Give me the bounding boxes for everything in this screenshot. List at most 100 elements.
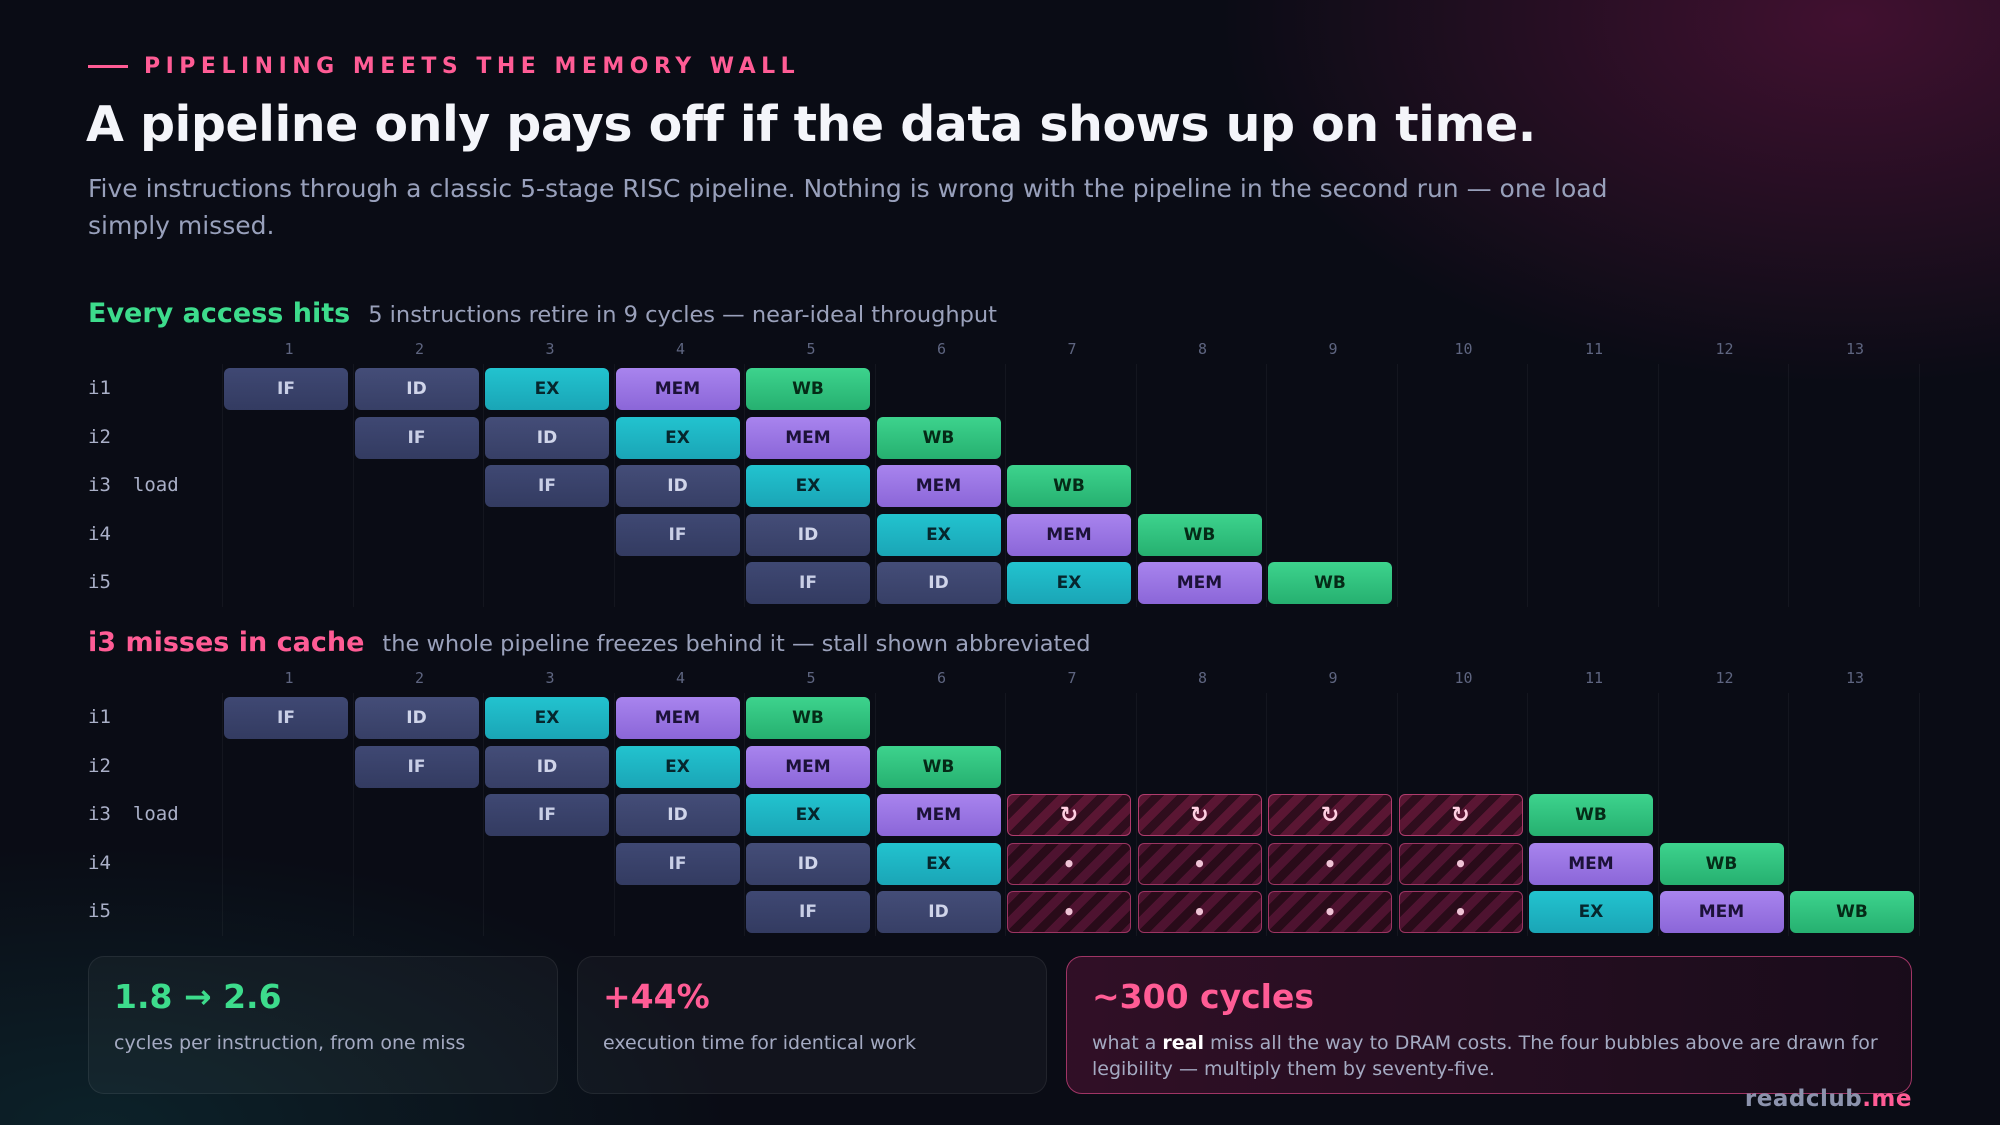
stage-id: ID: [876, 891, 1001, 933]
grid-line: [1135, 693, 1137, 936]
bubble-cell: •: [1398, 891, 1523, 933]
instruction-label: i4: [88, 523, 111, 545]
grid-line: [1396, 693, 1398, 936]
stage-wb: WB: [876, 745, 1001, 788]
grid-line: [1918, 693, 1920, 936]
stage-mem: MEM: [1529, 842, 1653, 885]
grid-line: [1527, 364, 1528, 607]
bubble-cell: •: [1007, 842, 1131, 885]
stage-wb: WB: [1790, 891, 1914, 933]
stage-if: IF: [485, 465, 609, 507]
instruction-id: i4: [88, 522, 111, 545]
cycle-number: 11: [1584, 340, 1604, 358]
instruction-id: i2: [88, 754, 111, 777]
instruction-id: i2: [88, 425, 111, 448]
cycle-number: 2: [414, 340, 425, 358]
grid-line: [1396, 364, 1398, 607]
stage-mem: MEM: [1137, 562, 1262, 604]
cycle-number: 10: [1454, 669, 1473, 687]
stage-ex: EX: [615, 416, 740, 459]
stage-mem: MEM: [1659, 891, 1784, 933]
stat-caption: what a real miss all the way to DRAM cos…: [1092, 1032, 1878, 1080]
stage-ex: EX: [876, 842, 1001, 885]
stage-ex: EX: [485, 697, 609, 739]
stat-caption: execution time for identical work: [603, 1032, 916, 1054]
bubble-cell: •: [1137, 842, 1262, 885]
cycle-number: 9: [1328, 669, 1338, 687]
grid-line: [1266, 364, 1267, 607]
stage-wb: WB: [876, 416, 1001, 459]
grid-line: [1005, 364, 1006, 607]
stage-id: ID: [746, 513, 870, 556]
stage-mem: MEM: [746, 416, 870, 459]
stage-mem: MEM: [746, 745, 870, 788]
stage-if: IF: [354, 416, 479, 459]
instruction-tag: load: [132, 474, 179, 496]
grid-line: [483, 693, 484, 936]
cycle-number: 10: [1454, 340, 1473, 358]
instruction-id: i1: [88, 377, 111, 399]
instruction-label: i5: [88, 571, 111, 593]
stage-ex: EX: [746, 794, 870, 836]
stage-id: ID: [354, 697, 479, 739]
instruction-label: i5: [88, 900, 111, 922]
stage-id: ID: [485, 745, 609, 788]
instruction-label: i1: [88, 706, 111, 728]
instruction-label: i1: [88, 377, 111, 399]
cycle-number: 3: [545, 669, 555, 687]
instruction-label: i3 load: [88, 803, 179, 825]
stage-id: ID: [615, 794, 740, 836]
instruction-id: i5: [88, 571, 111, 593]
stage-ex: EX: [1007, 562, 1131, 604]
grid-line: [1657, 364, 1659, 607]
bubble-cell: •: [1137, 891, 1262, 933]
cycle-number: 1: [284, 669, 294, 687]
brand-logo[interactable]: readclub.me: [1744, 1086, 1912, 1112]
eyebrow-text: PIPELINING MEETS THE MEMORY WALL: [144, 54, 801, 79]
grid-line: [352, 693, 354, 936]
cycle-number: 11: [1584, 669, 1604, 687]
stat-card-time: +44% execution time for identical work: [577, 956, 1047, 1094]
grid-lines: [222, 693, 1920, 936]
cycle-number: 2: [414, 669, 425, 687]
instruction-label: i3 load: [88, 474, 179, 496]
stage-wb: WB: [746, 368, 870, 410]
page-subtitle: Five instructions through a classic 5-st…: [88, 174, 1608, 240]
instruction-tag: load: [132, 803, 179, 825]
grid-line: [613, 364, 615, 607]
stage-mem: MEM: [876, 794, 1001, 836]
stage-if: IF: [615, 842, 740, 885]
stage-wb: WB: [1137, 513, 1262, 556]
stage-if: IF: [485, 794, 609, 836]
stage-ex: EX: [1529, 891, 1653, 933]
stage-wb: WB: [746, 697, 870, 739]
grid-line: [1918, 364, 1920, 607]
instruction-id: i5: [88, 900, 111, 922]
grid-line: [352, 364, 354, 607]
stage-if: IF: [615, 513, 740, 556]
grid-line: [1788, 693, 1789, 936]
stage-id: ID: [615, 465, 740, 507]
page-title: A pipeline only pays off if the data sho…: [86, 96, 1536, 153]
cycle-number: 1: [284, 340, 294, 358]
bubble-cell: •: [1268, 842, 1392, 885]
cycle-number: 13: [1845, 669, 1865, 687]
bubble-cell: •: [1398, 842, 1523, 885]
grid-line: [483, 364, 484, 607]
stage-mem: MEM: [876, 465, 1001, 507]
stall-icon: ↻: [1007, 794, 1131, 836]
stat-card-dram: ~300 cycles what a real miss all the way…: [1066, 956, 1912, 1094]
instruction-id: i3: [88, 803, 111, 825]
stage-ex: EX: [746, 465, 870, 507]
section-description: 5 instructions retire in 9 cycles — near…: [368, 302, 997, 328]
grid-line: [222, 693, 223, 936]
grid-line: [613, 693, 615, 936]
stat-value: ~300 cycles: [1092, 977, 1314, 1016]
cycle-number: 4: [675, 340, 686, 358]
stage-if: IF: [354, 745, 479, 788]
stage-mem: MEM: [615, 697, 740, 739]
section-description: the whole pipeline freezes behind it — s…: [382, 631, 1091, 657]
instruction-label: i2: [88, 755, 111, 777]
bubble-cell: •: [1007, 891, 1131, 933]
stage-if: IF: [224, 697, 348, 739]
